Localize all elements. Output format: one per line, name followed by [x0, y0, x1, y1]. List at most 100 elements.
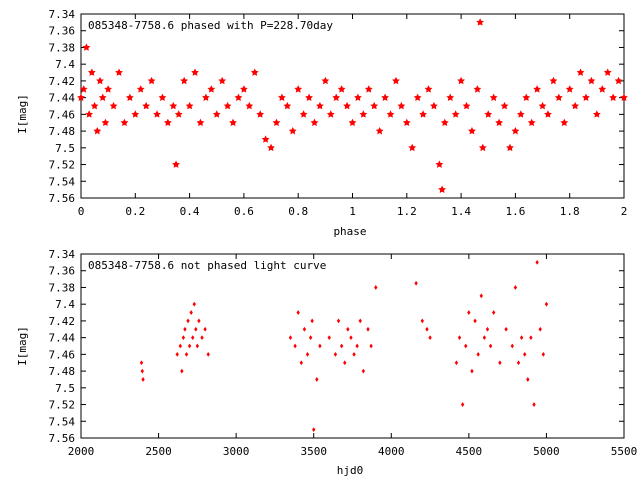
data-point: [140, 368, 144, 374]
x-axis-ticks: 2000 2500 3000 3500 4000 4500 5000 5500: [68, 254, 638, 458]
data-point: [141, 377, 145, 382]
data-point: [476, 18, 484, 26]
data-point: [544, 301, 549, 307]
y-tick-label: 7.48: [49, 365, 76, 378]
y-tick-label: 7.5: [55, 142, 75, 155]
data-point: [614, 76, 623, 85]
data-point: [203, 326, 207, 332]
y-axis-ticks: 7.34 7.36 7.38 7.4 7.42 7.44 7.46 7.48 7.5 7.52 7.…: [49, 248, 624, 445]
data-series: [77, 18, 628, 193]
data-point: [180, 76, 189, 85]
y-tick-label: 7.46: [49, 108, 76, 121]
data-point: [90, 101, 99, 110]
x-tick-label: 1.4: [451, 205, 471, 218]
y-tick-label: 7.42: [49, 75, 76, 88]
data-point: [374, 285, 378, 290]
data-point: [554, 93, 563, 101]
data-point: [352, 351, 356, 357]
data-point: [473, 318, 477, 324]
y-tick-label: 7.36: [49, 265, 76, 278]
data-point: [288, 335, 293, 341]
data-point: [308, 335, 313, 341]
data-point: [272, 118, 281, 127]
x-tick-label: 2000: [68, 445, 95, 458]
x-tick-label: 2: [621, 205, 628, 218]
panel-unphased: 7.34 7.36 7.38 7.4 7.42 7.44 7.46 7.48 7.5 7.52 7.…: [16, 248, 637, 477]
data-point: [541, 351, 546, 357]
data-point: [571, 101, 580, 110]
data-point: [332, 93, 341, 101]
data-point: [473, 85, 482, 93]
data-point: [189, 310, 193, 315]
data-point: [462, 101, 471, 110]
data-point: [153, 110, 161, 118]
data-point: [101, 118, 110, 127]
data-point: [120, 118, 129, 127]
data-point: [194, 326, 198, 332]
data-point: [420, 318, 424, 324]
x-axis-label: hjd0: [337, 464, 364, 477]
data-point: [457, 335, 462, 341]
data-point: [305, 93, 313, 101]
data-point: [337, 85, 346, 93]
y-tick-label: 7.56: [49, 192, 76, 205]
data-point: [349, 335, 353, 341]
y-tick-label: 7.5: [55, 382, 75, 395]
plot-title: 085348-7758.6 not phased light curve: [88, 259, 326, 272]
x-tick-label: 0.2: [125, 205, 145, 218]
data-point: [369, 343, 373, 349]
y-tick-label: 7.4: [55, 58, 75, 71]
y-axis-ticks: 7.34 7.36 7.38 7.4 7.42 7.44 7.46 7.48 7.5 7.52 7.…: [49, 8, 624, 205]
y-tick-label: 7.48: [49, 125, 76, 138]
data-point: [538, 101, 547, 110]
data-point: [234, 93, 243, 101]
x-tick-label: 0.4: [180, 205, 200, 218]
data-point: [549, 76, 558, 85]
data-point: [96, 76, 104, 85]
data-point: [424, 85, 433, 93]
data-point: [206, 351, 210, 357]
y-tick-label: 7.42: [49, 315, 76, 328]
data-point: [523, 351, 527, 357]
data-point: [184, 351, 189, 357]
data-point: [467, 310, 471, 315]
data-point: [333, 351, 338, 357]
data-point: [310, 118, 319, 127]
data-point: [136, 85, 145, 93]
panel-phased: 7.34 7.36 7.38 7.4 7.42 7.44 7.46 7.48 7.5 7.52 7.…: [16, 8, 628, 238]
y-tick-label: 7.54: [49, 415, 76, 428]
data-point: [402, 118, 411, 127]
x-tick-label: 0.8: [288, 205, 308, 218]
data-point: [336, 318, 341, 324]
data-point: [498, 360, 502, 366]
data-point: [147, 76, 156, 85]
data-point: [183, 326, 187, 332]
data-point: [267, 143, 275, 152]
x-tick-label: 1: [349, 205, 356, 218]
data-point: [139, 360, 144, 366]
plot-title: 085348-7758.6 phased with P=228.70day: [88, 19, 333, 32]
data-point: [142, 101, 151, 110]
data-point: [299, 360, 303, 366]
data-point: [296, 310, 300, 315]
data-point: [195, 343, 200, 349]
data-point: [109, 101, 118, 110]
data-point: [354, 93, 362, 101]
data-point: [576, 68, 585, 76]
data-point: [414, 280, 418, 286]
data-point: [495, 118, 503, 127]
data-point: [355, 343, 359, 349]
data-point: [293, 343, 297, 349]
x-tick-label: 0.6: [234, 205, 254, 218]
data-point: [191, 68, 199, 76]
x-tick-label: 1.6: [505, 205, 525, 218]
data-series: [139, 259, 549, 433]
data-point: [250, 68, 259, 76]
x-tick-label: 3500: [300, 445, 327, 458]
data-point: [339, 343, 344, 349]
data-point: [207, 85, 216, 93]
data-point: [218, 76, 227, 85]
x-tick-label: 5500: [611, 445, 638, 458]
data-point: [516, 360, 521, 366]
data-point: [500, 101, 509, 110]
